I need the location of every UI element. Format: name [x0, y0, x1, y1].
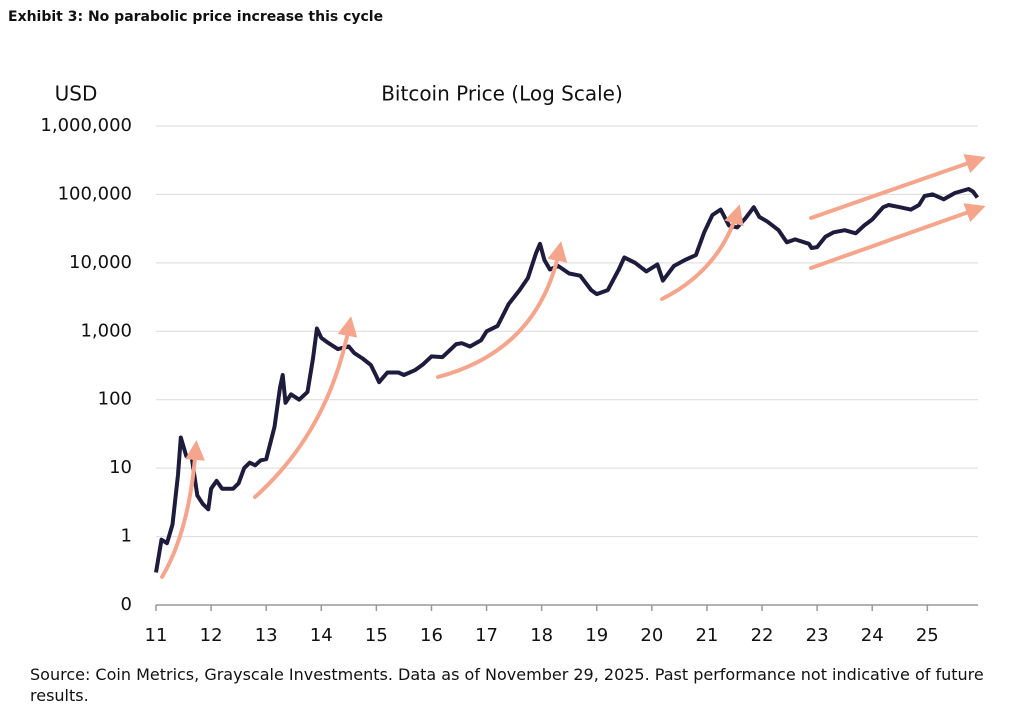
x-tick-label: 21 — [695, 625, 718, 646]
x-tick-label: 17 — [475, 625, 498, 646]
annotation-arrows — [160, 154, 986, 579]
grid — [155, 125, 978, 611]
y-tick-label: 100 — [98, 389, 132, 410]
x-tick-label: 11 — [145, 625, 168, 646]
x-tick-label: 25 — [916, 625, 939, 646]
arrow — [809, 203, 986, 270]
x-tick-label: 23 — [806, 625, 829, 646]
x-tick-label: 15 — [365, 625, 388, 646]
y-tick-label: 100,000 — [58, 183, 132, 204]
source-note-box: Source: Coin Metrics, Grayscale Investme… — [30, 665, 984, 705]
plot — [154, 187, 980, 573]
x-tick-label: 20 — [640, 625, 663, 646]
x-tick-label: 14 — [310, 625, 333, 646]
x-tick-label: 12 — [200, 625, 223, 646]
exhibit-title: Exhibit 3: No parabolic price increase t… — [8, 9, 383, 25]
source-note: Source: Coin Metrics, Grayscale Investme… — [30, 665, 984, 705]
arrow — [436, 241, 568, 379]
y-tick-label: 1,000 — [80, 320, 132, 341]
chart-title: Bitcoin Price (Log Scale) — [381, 82, 623, 106]
x-tick-label: 22 — [751, 625, 774, 646]
x-tick-label: 19 — [585, 625, 608, 646]
x-tick-label: 16 — [420, 625, 443, 646]
y-tick-label: 1 — [121, 526, 132, 547]
arrow — [660, 204, 744, 301]
y-tick-label: 10,000 — [69, 252, 132, 273]
x-tick-label: 24 — [861, 625, 884, 646]
y-axis-label: USD — [55, 82, 98, 106]
x-tick-label: 13 — [255, 625, 278, 646]
y-tick-label: 10 — [109, 457, 132, 478]
x-tick-label: 18 — [530, 625, 553, 646]
y-tick-label: 1,000,000 — [40, 115, 132, 136]
arrow — [809, 154, 986, 220]
arrow — [253, 316, 358, 499]
price-line — [154, 187, 980, 573]
arrow — [160, 440, 205, 579]
y-tick-label: 0 — [121, 594, 132, 615]
